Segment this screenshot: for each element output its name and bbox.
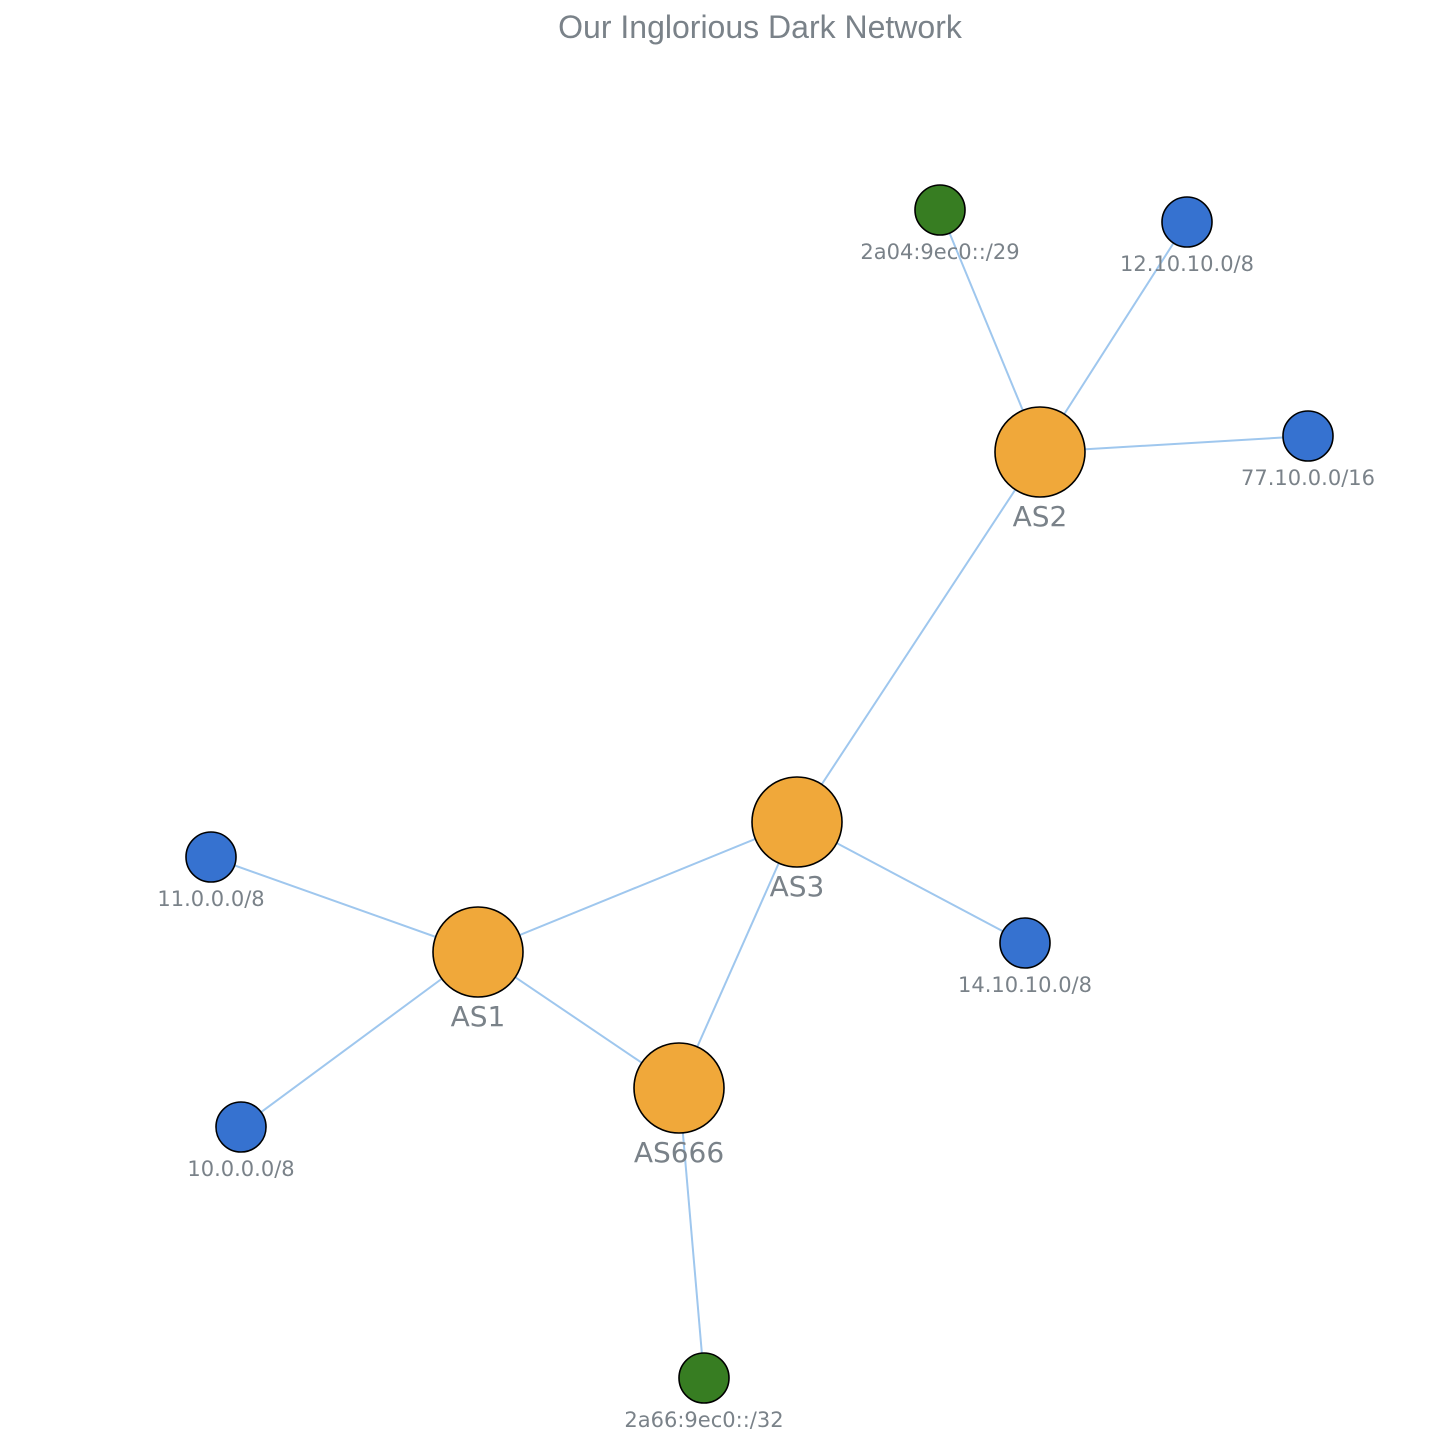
as-node-as1[interactable]: [432, 906, 524, 998]
prefix-node-p-14[interactable]: [999, 917, 1051, 969]
node-label-p-2a66: 2a66:9ec0::/32: [624, 1408, 783, 1432]
edge-as3-as666: [678, 821, 798, 1089]
prefix-node-p-11[interactable]: [185, 831, 237, 883]
node-label-p-2a04: 2a04:9ec0::/29: [860, 240, 1019, 264]
node-label-as1: AS1: [451, 1000, 506, 1033]
as-node-as2[interactable]: [994, 406, 1086, 498]
edge-as2-as3: [796, 451, 1041, 823]
node-label-as666: AS666: [634, 1136, 724, 1169]
node-label-as2: AS2: [1013, 500, 1068, 533]
node-label-as3: AS3: [770, 870, 825, 903]
prefix-node-p-2a04[interactable]: [914, 184, 966, 236]
as-node-as3[interactable]: [751, 776, 843, 868]
as-node-as666[interactable]: [633, 1042, 725, 1134]
nodes-layer: [185, 184, 1334, 1404]
graph-title: Our Inglorious Dark Network: [558, 9, 963, 45]
prefix-node-p-2a66[interactable]: [678, 1352, 730, 1404]
prefix-node-p-10[interactable]: [215, 1101, 267, 1153]
edge-as666-p-2a66: [678, 1087, 705, 1379]
prefix-node-p-77[interactable]: [1282, 410, 1334, 462]
edge-as3-as1: [477, 821, 798, 953]
edge-as1-p-11: [210, 856, 479, 953]
node-label-p-77: 77.10.0.0/16: [1241, 466, 1375, 490]
prefix-node-p-12[interactable]: [1161, 196, 1213, 248]
node-label-p-10: 10.0.0.0/8: [187, 1157, 294, 1181]
node-label-p-14: 14.10.10.0/8: [958, 973, 1092, 997]
edges-layer: [210, 209, 1309, 1379]
edge-as1-p-10: [240, 951, 479, 1128]
node-label-p-11: 11.0.0.0/8: [157, 887, 264, 911]
node-label-p-12: 12.10.10.0/8: [1120, 252, 1254, 276]
